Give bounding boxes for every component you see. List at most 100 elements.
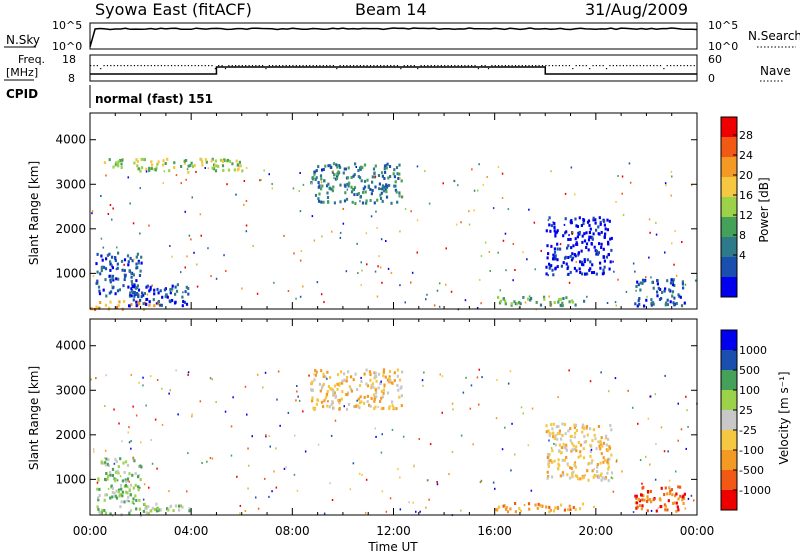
heatmap-cell <box>381 281 383 284</box>
nave-point <box>417 68 419 70</box>
heatmap-cell <box>320 187 323 191</box>
heatmap-cell <box>374 427 376 430</box>
heatmap-cell <box>343 167 346 171</box>
heatmap-cell <box>343 378 346 382</box>
nave-point <box>410 65 412 67</box>
heatmap-cell <box>579 477 582 481</box>
heatmap-cell <box>607 467 610 471</box>
nave-point <box>464 65 466 67</box>
heatmap-cell <box>98 289 101 293</box>
heatmap-cell <box>186 490 188 493</box>
heatmap-cell <box>299 295 302 298</box>
heatmap-cell <box>639 281 642 285</box>
heatmap-cell <box>571 448 574 452</box>
heatmap-cell <box>354 202 357 205</box>
heatmap-cell <box>527 297 530 301</box>
heatmap-cell <box>540 504 543 508</box>
heatmap-cell <box>230 454 233 457</box>
heatmap-cell <box>357 272 359 274</box>
heatmap-cell <box>670 488 673 492</box>
heatmap-cell <box>488 250 491 253</box>
heatmap-cell <box>375 379 378 383</box>
heatmap-cell <box>239 512 241 515</box>
heatmap-cell <box>157 291 160 295</box>
heatmap-cell <box>338 398 341 402</box>
heatmap-cell <box>563 445 566 449</box>
heatmap-cell <box>188 509 191 513</box>
heatmap-cell <box>119 457 122 461</box>
heatmap-cell <box>128 426 130 429</box>
heatmap-cell <box>569 439 572 443</box>
heatmap-cell <box>569 254 572 258</box>
heatmap-cell <box>104 477 107 481</box>
heatmap-cell <box>143 502 146 506</box>
heatmap-cell <box>557 458 560 462</box>
heatmap-cell <box>556 467 560 471</box>
heatmap-cell <box>169 291 172 295</box>
heatmap-cell <box>96 505 99 509</box>
heatmap-cell <box>116 469 119 473</box>
nave-point <box>369 65 372 67</box>
freq-tick-bottom: 8 <box>68 72 75 85</box>
heatmap-cell <box>320 181 323 184</box>
heatmap-cell <box>471 168 473 171</box>
heatmap-cell <box>606 228 609 232</box>
heatmap-cell <box>174 300 177 304</box>
heatmap-cell <box>546 476 549 480</box>
heatmap-cell <box>657 286 660 290</box>
heatmap-cell <box>331 499 334 501</box>
nave-point <box>585 65 587 67</box>
nave-point <box>680 65 682 67</box>
heatmap-cell <box>656 279 659 283</box>
heatmap-cell <box>393 379 396 383</box>
heatmap-cell <box>584 272 587 276</box>
heatmap-cell <box>174 292 177 296</box>
heatmap-cell <box>460 221 462 224</box>
heatmap-cell <box>134 472 137 476</box>
heatmap-cell <box>507 382 510 385</box>
freq-unit: [MHz] <box>6 66 38 79</box>
heatmap-cell <box>373 376 376 380</box>
heatmap-cell <box>339 231 342 234</box>
heatmap-cell <box>663 289 666 293</box>
heatmap-cell <box>524 301 527 304</box>
heatmap-cell <box>554 443 557 447</box>
heatmap-cell <box>369 187 372 191</box>
heatmap-cell <box>187 292 190 296</box>
heatmap-cell <box>381 490 384 493</box>
heatmap-cell <box>154 168 157 172</box>
heatmap-cell <box>163 288 166 292</box>
heatmap-cell <box>556 265 559 269</box>
heatmap-cell <box>111 218 113 221</box>
heatmap-cell <box>621 470 623 473</box>
heatmap-cell <box>669 281 673 285</box>
heatmap-cell <box>416 219 419 222</box>
heatmap-cell <box>123 500 126 504</box>
heatmap-cell <box>416 251 418 254</box>
heatmap-cell <box>579 260 582 264</box>
heatmap-cell <box>379 197 383 200</box>
heatmap-cell <box>336 164 340 168</box>
heatmap-cell <box>641 498 644 502</box>
heatmap-cell <box>168 392 170 395</box>
heatmap-cell <box>330 387 333 391</box>
nave-point <box>423 65 426 67</box>
heatmap-cell <box>145 511 148 515</box>
heatmap-cell <box>636 304 639 308</box>
colorbar-tick: 28 <box>739 129 753 142</box>
nave-point <box>639 65 641 67</box>
heatmap-cell <box>576 235 579 239</box>
heatmap-cell <box>139 464 142 468</box>
heatmap-cell <box>681 282 684 286</box>
heatmap-cell <box>120 259 124 263</box>
heatmap-cell <box>368 370 372 374</box>
heatmap-cell <box>548 462 551 465</box>
nave-point <box>403 65 405 67</box>
nave-point <box>659 65 662 67</box>
heatmap-cell <box>518 507 521 510</box>
heatmap-cell <box>226 158 230 162</box>
heatmap-cell <box>191 196 193 199</box>
heatmap-cell <box>347 184 350 188</box>
